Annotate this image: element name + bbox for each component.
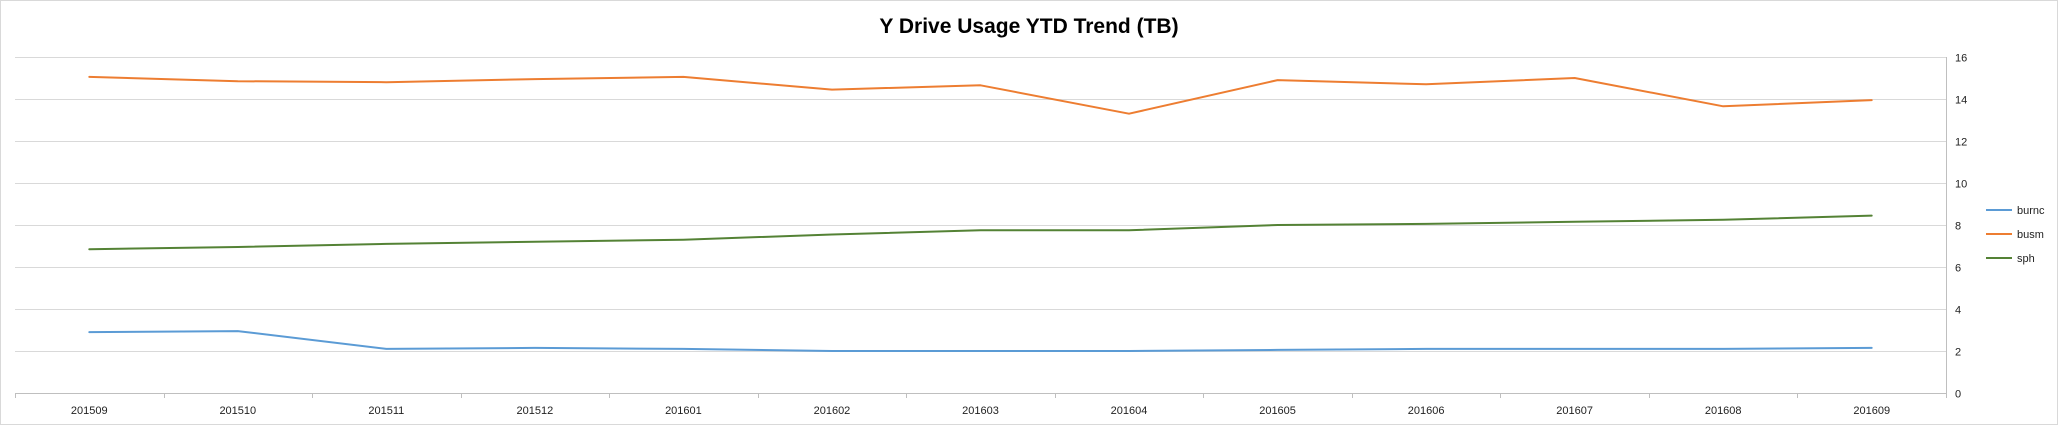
y-tick-label: 12	[1955, 137, 1967, 149]
x-tick-label: 201604	[1111, 405, 1148, 417]
axes: 0 2 4 6 8 10 12 14 16 201509 201510 201511 201512 201…	[15, 53, 1967, 417]
y-tick-label: 8	[1955, 221, 1961, 233]
x-tick-label: 201605	[1259, 405, 1296, 417]
x-tick-label: 201607	[1556, 405, 1593, 417]
x-tick-label: 201510	[219, 405, 256, 417]
y-tick-label: 2	[1955, 347, 1961, 359]
x-tick-label: 201606	[1408, 405, 1445, 417]
legend: burnc busm sph	[1986, 205, 2045, 265]
legend-label: sph	[2017, 253, 2035, 265]
legend-label: burnc	[2017, 205, 2045, 217]
y-tick-label: 0	[1955, 389, 1961, 401]
legend-item-busm: busm	[1986, 229, 2044, 241]
y-tick-label: 10	[1955, 179, 1967, 191]
legend-label: busm	[2017, 229, 2044, 241]
gridlines	[15, 57, 1946, 352]
series-line-burnc	[88, 330, 1873, 352]
y-tick-label: 6	[1955, 263, 1961, 275]
series-line-sph	[88, 214, 1873, 251]
legend-item-sph: sph	[1986, 253, 2035, 265]
chart-title: Y Drive Usage YTD Trend (TB)	[879, 15, 1178, 38]
x-tick-label: 201603	[962, 405, 999, 417]
x-tick-label: 201509	[71, 405, 108, 417]
x-tick-label: 201511	[368, 405, 404, 417]
y-tick-label: 16	[1955, 53, 1967, 65]
x-tick-label: 201601	[665, 405, 702, 417]
y-tick-label: 4	[1955, 305, 1961, 317]
y-tick-label: 14	[1955, 95, 1967, 107]
series-lines	[88, 75, 1873, 352]
legend-item-burnc: burnc	[1986, 205, 2045, 217]
x-tick-label: 201512	[517, 405, 554, 417]
x-tick-label: 201609	[1853, 405, 1890, 417]
series-line-busm	[88, 75, 1873, 115]
x-tick-label: 201602	[814, 405, 851, 417]
x-tick-label: 201608	[1705, 405, 1742, 417]
